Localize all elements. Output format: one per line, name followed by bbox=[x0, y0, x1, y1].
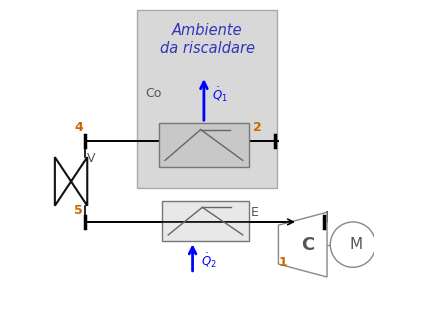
Text: Ambiente
da riscaldare: Ambiente da riscaldare bbox=[160, 23, 255, 56]
Text: $\dot{Q}_1$: $\dot{Q}_1$ bbox=[212, 86, 228, 104]
Bar bbox=[137, 10, 277, 188]
Text: E: E bbox=[251, 206, 259, 219]
Text: V: V bbox=[87, 152, 96, 165]
Polygon shape bbox=[55, 157, 87, 206]
Bar bbox=[159, 123, 249, 167]
Text: M: M bbox=[350, 237, 363, 252]
Text: $\dot{Q}_2$: $\dot{Q}_2$ bbox=[201, 251, 217, 270]
Text: 5: 5 bbox=[74, 204, 83, 217]
Circle shape bbox=[330, 222, 376, 267]
Bar bbox=[162, 201, 249, 241]
Text: 2: 2 bbox=[253, 122, 262, 134]
Text: 4: 4 bbox=[74, 122, 83, 134]
Text: 1: 1 bbox=[279, 256, 287, 269]
Polygon shape bbox=[279, 212, 327, 277]
Text: C: C bbox=[301, 236, 314, 254]
Text: Co: Co bbox=[145, 87, 162, 100]
